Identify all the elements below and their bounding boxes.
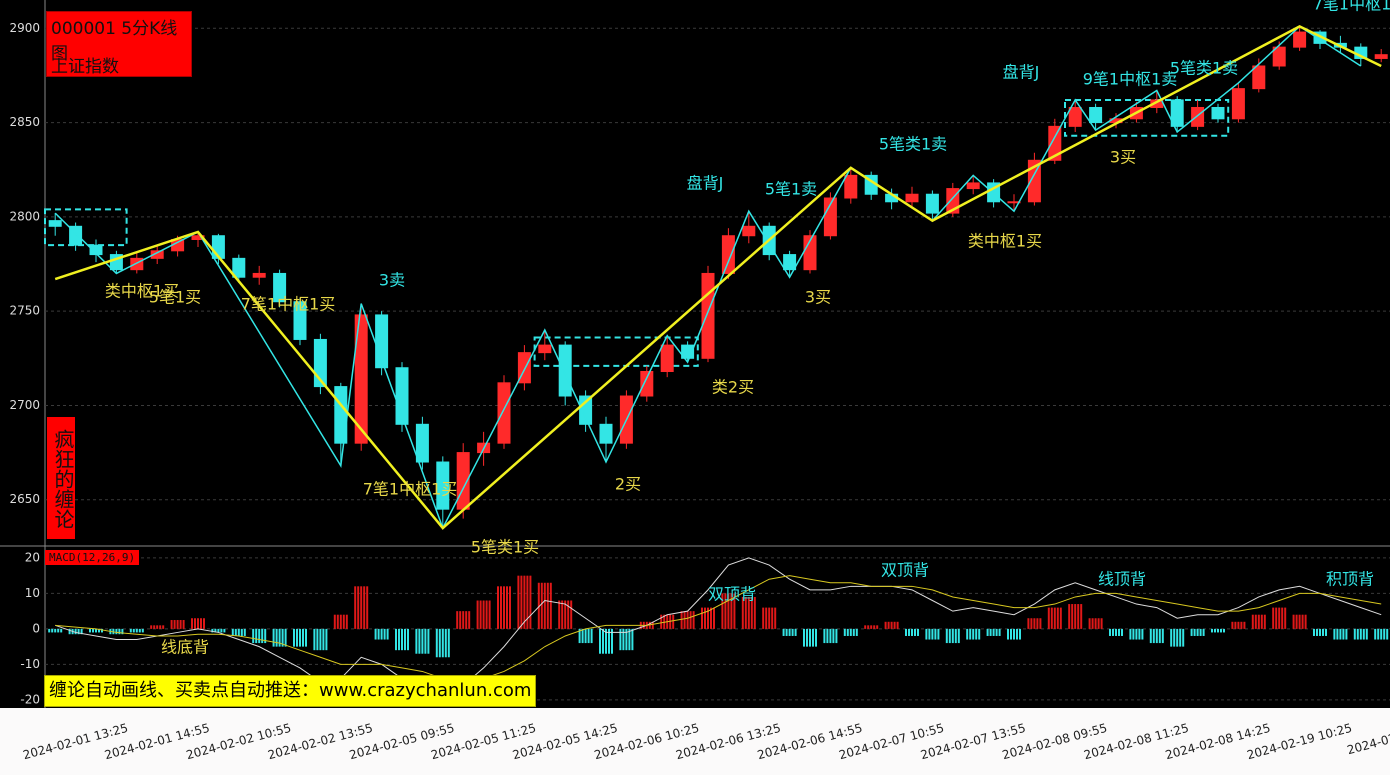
annotation: 5笔1卖: [765, 180, 817, 199]
candle-body: [232, 257, 246, 278]
candle-body: [1211, 106, 1225, 120]
y-tick-label: 2850: [9, 115, 40, 129]
candle-body: [558, 344, 572, 397]
candle-body: [1068, 106, 1082, 127]
y-tick-label: -20: [20, 692, 40, 706]
annotation: 5笔类1买: [471, 538, 539, 557]
candle-body: [1272, 46, 1286, 67]
candle-body: [925, 193, 939, 214]
annotation: 类中枢1买: [105, 282, 179, 301]
y-tick-label: 20: [25, 550, 40, 564]
annotation: 2买: [615, 475, 641, 494]
annotation: 5笔类1卖: [1170, 59, 1238, 78]
candle-body: [395, 367, 409, 425]
candle-body: [1027, 159, 1041, 203]
candle-body: [640, 371, 654, 397]
annotation: 7笔1中枢1卖: [1313, 0, 1390, 14]
zhongshu-box: [533, 336, 699, 367]
candle-body: [721, 235, 735, 274]
candle-body: [436, 461, 450, 510]
candle-body: [354, 314, 368, 444]
annotation: 3买: [805, 288, 831, 307]
candle-body: [1191, 106, 1205, 127]
y-tick-label: 2650: [9, 492, 40, 506]
candle-body: [497, 382, 511, 444]
candle-body: [660, 344, 674, 373]
macd-title: MACD(12,26,9): [45, 550, 140, 565]
candle-body: [1007, 201, 1021, 204]
annotation: 类2买: [712, 378, 754, 397]
y-tick-label: 0: [32, 621, 40, 635]
candle-body: [150, 250, 164, 259]
candle-body: [1048, 125, 1062, 161]
candle-body: [415, 423, 429, 463]
candle-body: [1313, 31, 1327, 44]
annotation: 5笔1买: [149, 288, 201, 307]
chart-title: 000001 5分K线图: [51, 19, 178, 64]
annotation: 类中枢1买: [968, 232, 1042, 251]
annotation: 积顶背: [1326, 570, 1374, 589]
annotation: 9笔1中枢1卖: [1083, 70, 1178, 89]
annotation: 3卖: [379, 271, 405, 290]
candle-body: [273, 272, 287, 303]
y-tick-label: 2750: [9, 304, 40, 318]
title-box: 000001 5分K线图 上证指数: [46, 11, 192, 77]
candle-body: [844, 174, 858, 199]
y-tick-label: 2900: [9, 21, 40, 35]
annotation: 线顶背: [1098, 570, 1146, 589]
candle-body: [742, 225, 756, 237]
candle-body: [1374, 54, 1388, 59]
candle-body: [1089, 106, 1103, 124]
candle-body: [130, 257, 144, 271]
banner: 缠论自动画线、买卖点自动推送：www.crazychanlun.com: [44, 675, 537, 707]
bi-line: [54, 25, 1362, 530]
candle-body: [252, 272, 266, 278]
candle-body: [1293, 31, 1307, 48]
x-axis-background: [0, 708, 1390, 775]
candle-body: [783, 254, 797, 271]
candle-body: [538, 344, 552, 354]
candle-body: [599, 423, 613, 444]
y-tick-label: 2700: [9, 398, 40, 412]
y-tick-label: -10: [20, 657, 40, 671]
annotation: 5笔类1卖: [879, 135, 947, 154]
candle-body: [701, 272, 715, 359]
annotation: 双顶背: [881, 561, 929, 580]
y-tick-label: 2800: [9, 209, 40, 223]
candle-body: [1231, 88, 1245, 120]
annotation: 7笔1中枢1买: [241, 295, 336, 314]
y-tick-label: 10: [25, 586, 40, 600]
candle-body: [293, 301, 307, 340]
annotation: 7笔1中枢1买: [363, 480, 458, 499]
segment-line: [54, 25, 1382, 530]
candle-body: [966, 182, 980, 190]
candle-body: [89, 244, 103, 256]
candle-body: [905, 193, 919, 203]
annotation: 3买: [1110, 148, 1136, 167]
candle-body: [48, 220, 62, 227]
candle-body: [1252, 65, 1266, 90]
zhongshu-box: [44, 208, 128, 247]
annotation: 盘背J: [687, 174, 724, 193]
annotation: 线底背: [161, 638, 209, 657]
candle-body: [1170, 99, 1184, 127]
side-label: 疯狂的缠论: [47, 417, 75, 539]
chart-subtitle: 上证指数: [51, 57, 119, 77]
candle-body: [823, 197, 837, 237]
macd-line: [55, 557, 1382, 701]
annotation: 盘背J: [1003, 63, 1040, 82]
annotation: 双顶背: [708, 585, 756, 604]
macd-line: [55, 575, 1382, 683]
